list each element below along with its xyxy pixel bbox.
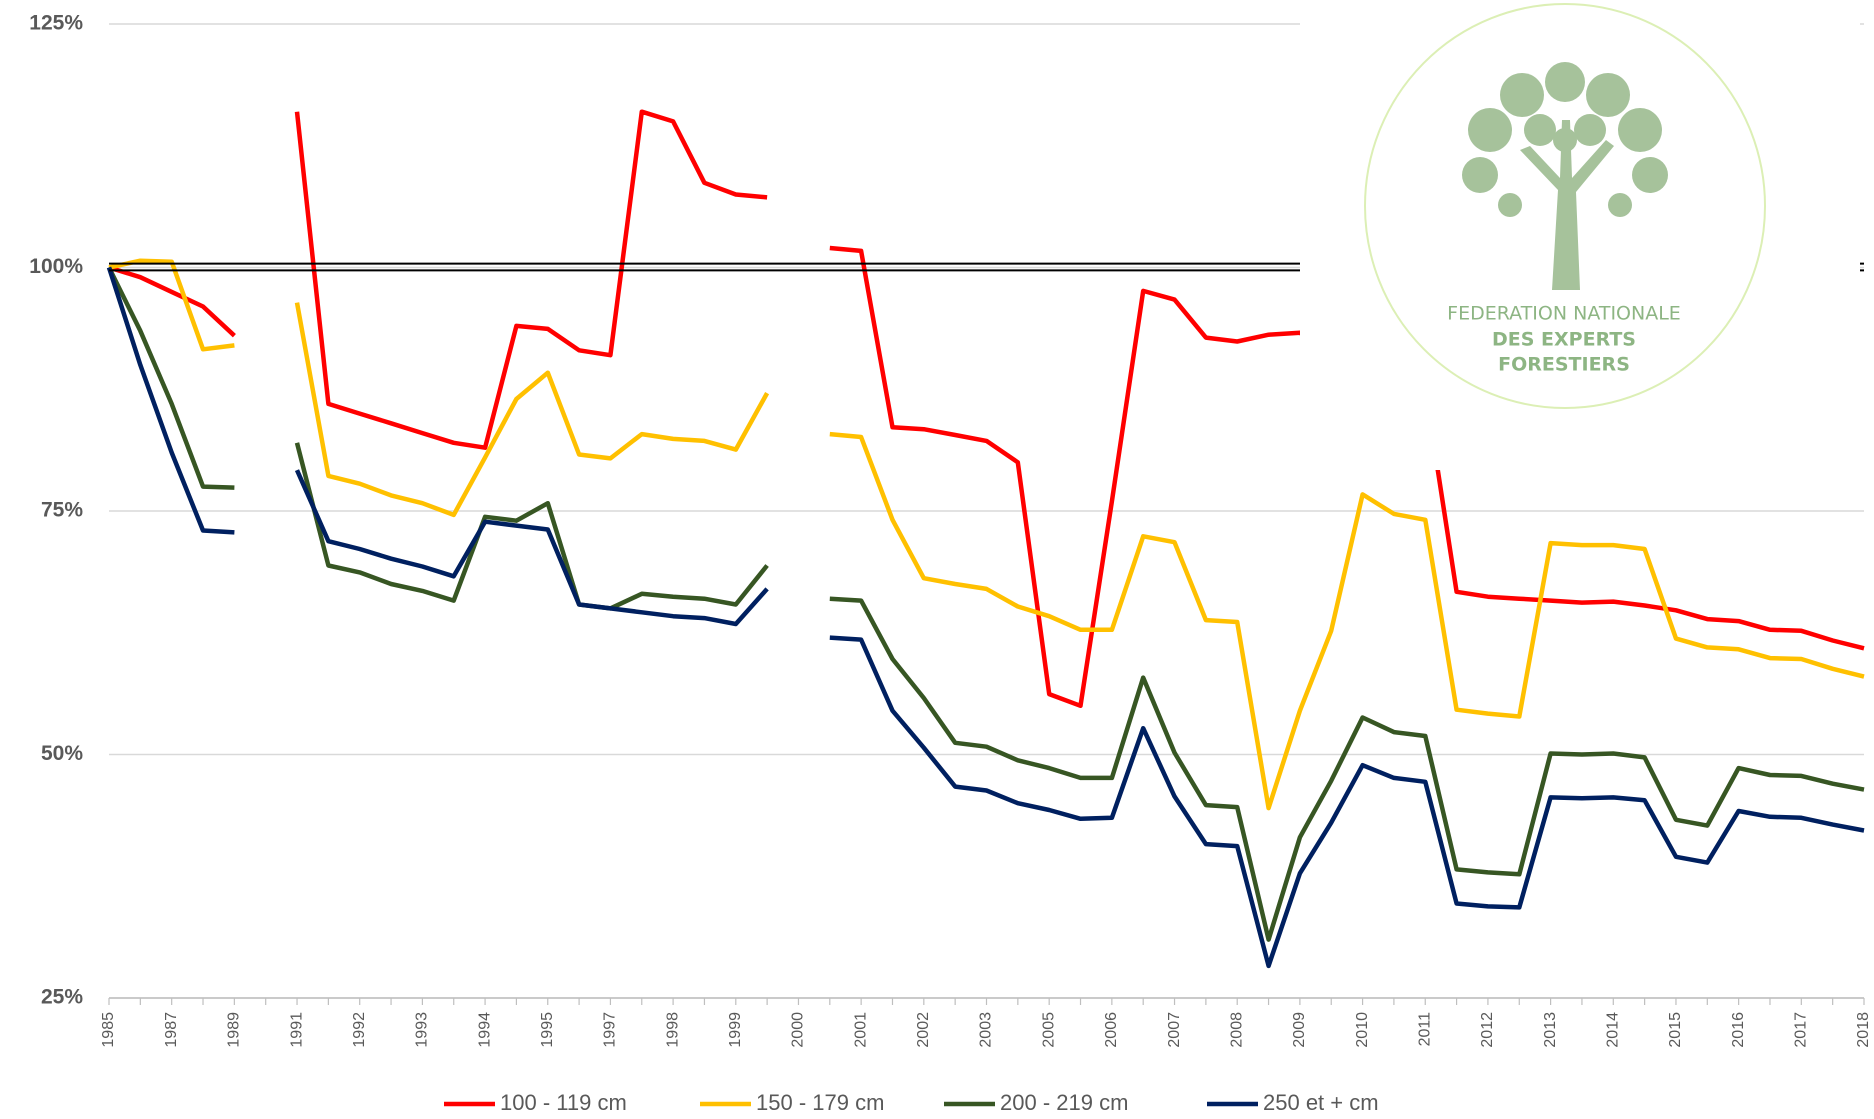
x-tick-label: 1994 [476, 1012, 493, 1048]
legend-label: 250 et + cm [1263, 1090, 1379, 1115]
x-tick-label: 2007 [1166, 1012, 1183, 1048]
x-tick-label: 1993 [414, 1012, 431, 1048]
logo-text: DES EXPERTS [1492, 329, 1636, 351]
series-line [106, 266, 1865, 969]
x-tick-label: 2011 [1416, 1012, 1433, 1047]
x-tick-label: 1999 [727, 1012, 744, 1048]
x-tick-label: 2001 [852, 1012, 869, 1048]
x-tick-label: 1997 [602, 1012, 619, 1048]
x-tick-label: 2002 [915, 1012, 932, 1048]
y-tick-label: 50% [41, 742, 83, 765]
legend-label: 200 - 219 cm [1000, 1090, 1128, 1115]
x-tick-label: 1998 [664, 1012, 681, 1048]
x-tick-label: 2005 [1040, 1012, 1057, 1048]
x-tick-label: 2003 [978, 1012, 995, 1048]
series-line [106, 266, 1865, 942]
legend-label: 100 - 119 cm [500, 1090, 627, 1115]
x-tick-label: 2000 [790, 1012, 807, 1048]
x-tick-label: 2010 [1354, 1012, 1371, 1048]
x-tick-label: 2013 [1542, 1012, 1559, 1048]
x-tick-label: 2015 [1667, 1012, 1684, 1048]
logo: FEDERATION NATIONALE DES EXPERTS FORESTI… [1300, 3, 1860, 470]
x-tick-label: 2009 [1291, 1012, 1308, 1048]
x-tick-label: 1992 [351, 1012, 368, 1048]
x-tick-label: 2006 [1103, 1012, 1120, 1048]
logo-text: FORESTIERS [1498, 354, 1630, 376]
logo-ring [1364, 3, 1766, 409]
x-tick-label: 2012 [1479, 1012, 1496, 1048]
legend-label: 150 - 179 cm [756, 1090, 884, 1115]
x-tick-label: 1989 [226, 1012, 243, 1048]
x-tick-label: 1987 [163, 1012, 180, 1048]
x-tick-label: 2014 [1605, 1012, 1622, 1048]
y-tick-label: 25% [41, 986, 83, 1009]
x-tick-label: 1991 [288, 1012, 305, 1048]
x-tick-label: 1995 [539, 1012, 556, 1048]
x-tick-label: 2008 [1228, 1012, 1245, 1048]
x-tick-label: 2016 [1730, 1012, 1747, 1048]
x-tick-label: 1985 [100, 1012, 117, 1048]
logo-tree [1462, 62, 1668, 290]
logo-text: FEDERATION NATIONALE [1447, 303, 1681, 325]
x-tick-label: 2017 [1793, 1012, 1810, 1048]
y-tick-label: 75% [41, 499, 83, 522]
y-tick-label: 125% [29, 12, 83, 35]
x-tick-label: 2018 [1855, 1012, 1872, 1048]
y-tick-label: 100% [29, 255, 83, 278]
